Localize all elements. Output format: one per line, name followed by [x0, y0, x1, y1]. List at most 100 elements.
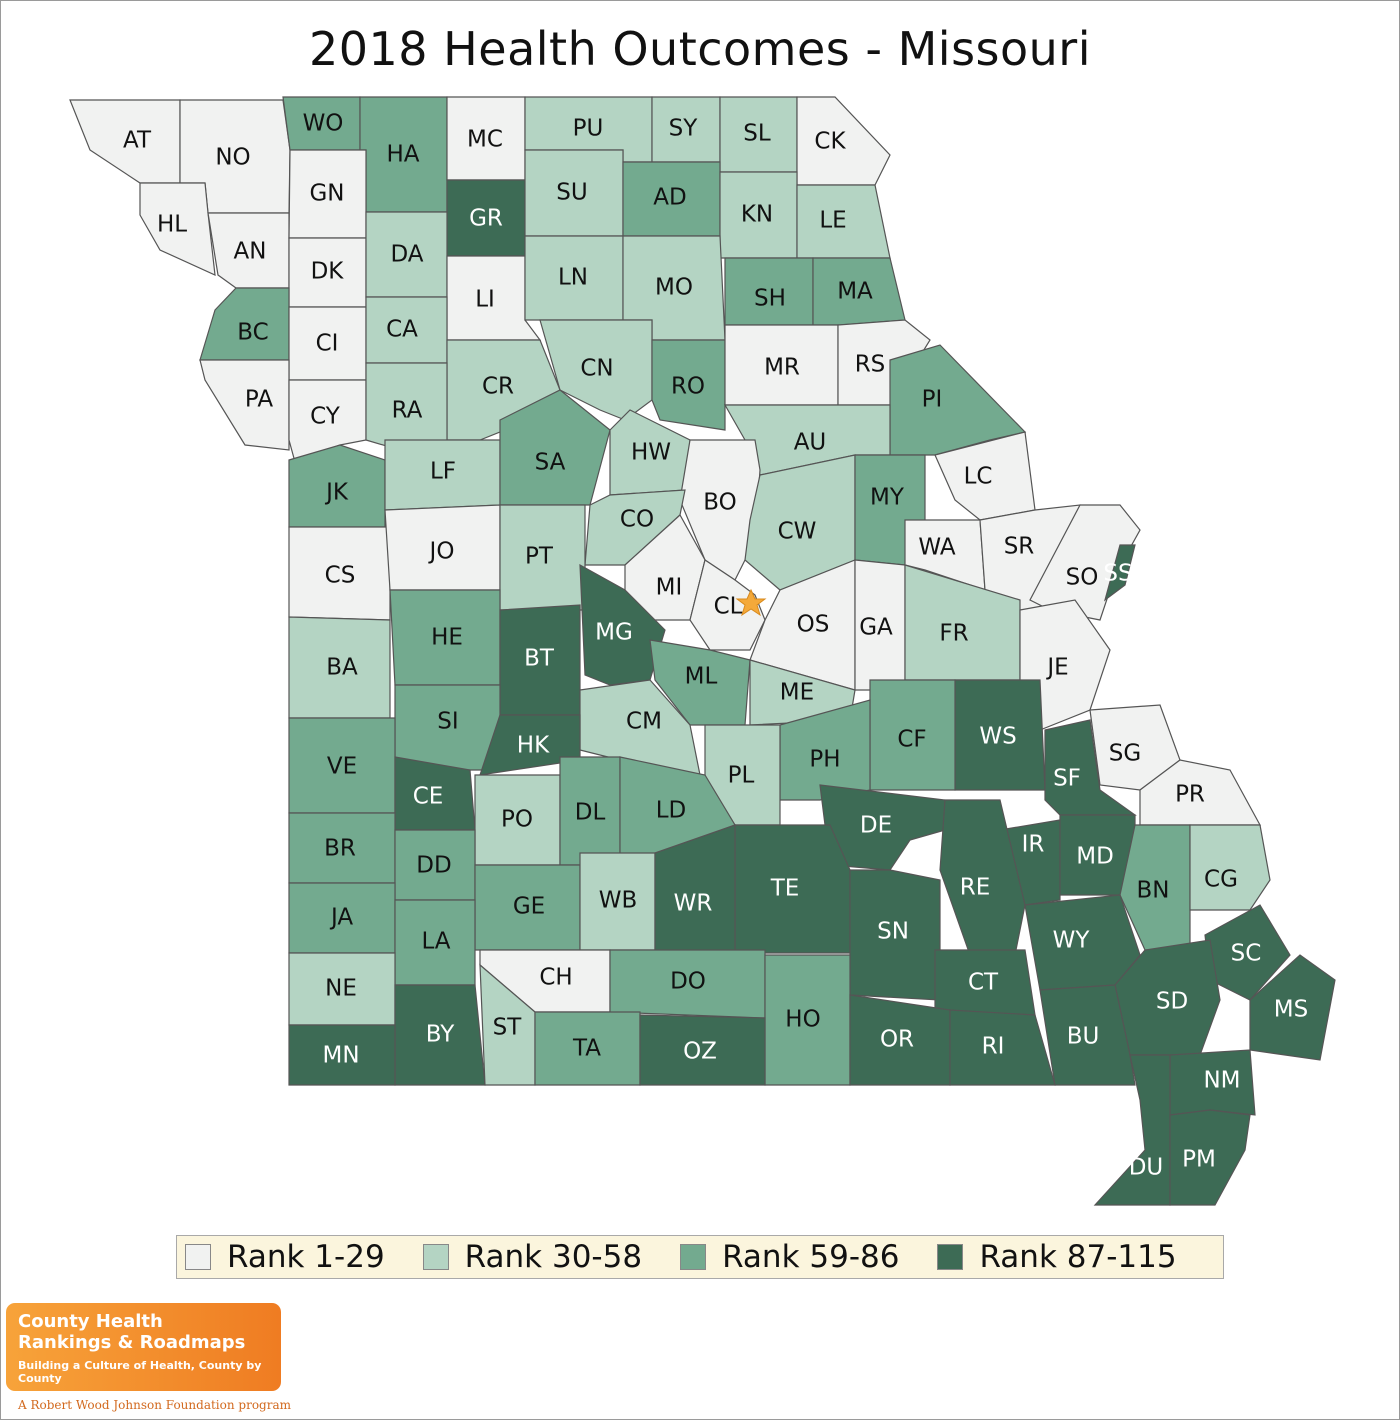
- county-label-wb: WB: [599, 888, 638, 914]
- county-mn[interactable]: [288, 1024, 396, 1086]
- county-label-cw: CW: [778, 519, 817, 545]
- county-label-wa: WA: [918, 535, 955, 561]
- county-label-cm: CM: [626, 709, 662, 735]
- county-label-no: NO: [215, 145, 250, 171]
- county-pa[interactable]: [199, 359, 290, 451]
- county-label-ad: AD: [653, 185, 686, 211]
- county-label-wy: WY: [1053, 928, 1091, 954]
- county-label-lf: LF: [430, 459, 456, 485]
- county-cl[interactable]: [689, 559, 766, 651]
- county-label-bt: BT: [524, 646, 555, 672]
- county-label-by: BY: [426, 1022, 456, 1048]
- county-label-mg: MG: [595, 620, 633, 646]
- county-label-ro: RO: [671, 374, 705, 400]
- county-label-ci: CI: [316, 331, 339, 357]
- county-sa[interactable]: [499, 389, 611, 506]
- county-label-ja: JA: [329, 905, 353, 931]
- county-ms[interactable]: [1249, 954, 1336, 1061]
- county-label-do: DO: [670, 969, 706, 995]
- county-label-mo: MO: [655, 275, 693, 301]
- county-label-po: PO: [501, 807, 533, 833]
- county-pm[interactable]: [1169, 1109, 1251, 1206]
- county-cg[interactable]: [1189, 824, 1271, 911]
- county-label-ms: MS: [1274, 997, 1308, 1023]
- county-label-ln: LN: [558, 265, 588, 291]
- county-label-ba: BA: [326, 655, 358, 681]
- county-label-re: RE: [960, 875, 991, 901]
- county-ck[interactable]: [796, 96, 891, 186]
- county-pr[interactable]: [1139, 759, 1262, 826]
- county-label-rs: RS: [855, 352, 886, 378]
- county-label-pm: PM: [1182, 1147, 1216, 1173]
- county-label-dk: DK: [311, 259, 345, 285]
- county-label-os: OS: [797, 612, 830, 638]
- county-label-si: SI: [437, 709, 458, 735]
- county-label-sg: SG: [1109, 741, 1141, 767]
- county-oz[interactable]: [639, 1014, 766, 1086]
- county-label-ma: MA: [837, 279, 873, 305]
- county-label-wr: WR: [674, 891, 713, 917]
- county-label-pl: PL: [728, 763, 755, 789]
- county-label-bn: BN: [1137, 878, 1170, 904]
- logo-tagline: Building a Culture of Health, County by …: [18, 1359, 262, 1385]
- county-ro[interactable]: [651, 339, 726, 431]
- county-label-st: ST: [493, 1015, 523, 1041]
- legend-label: Rank 87-115: [979, 1239, 1177, 1275]
- missouri-county-map: AT NO WO HA MC PU SY SL CK HL AN GN GR SU AD KN LE DK DA LI…: [69, 96, 1336, 1206]
- legend: Rank 1-29 Rank 30-58 Rank 59-86 Rank 87-…: [176, 1235, 1224, 1279]
- legend-item-rank-30-58: Rank 30-58: [422, 1239, 642, 1275]
- county-label-my: MY: [870, 485, 905, 511]
- county-label-jo: JO: [428, 539, 455, 565]
- county-label-md: MD: [1076, 844, 1114, 870]
- county-label-ch: CH: [539, 965, 572, 991]
- county-label-sd: SD: [1156, 989, 1188, 1015]
- county-label-ta: TA: [572, 1036, 601, 1062]
- county-label-ml: ML: [685, 664, 718, 690]
- county-label-mi: MI: [656, 575, 683, 601]
- county-label-ga: GA: [859, 615, 893, 641]
- county-label-he: HE: [431, 625, 463, 651]
- county-label-hk: HK: [517, 733, 550, 759]
- county-label-cg: CG: [1204, 867, 1238, 893]
- county-label-ca: CA: [386, 317, 418, 343]
- county-label-mn: MN: [322, 1043, 359, 1069]
- legend-swatch: [680, 1244, 707, 1270]
- capital-star-icon: [735, 588, 767, 617]
- county-label-sy: SY: [669, 116, 699, 142]
- logo-line-1: County Health: [18, 1311, 163, 1332]
- legend-swatch: [422, 1244, 449, 1270]
- county-label-te: TE: [770, 876, 800, 902]
- county-label-la: LA: [421, 929, 450, 955]
- county-label-ne: NE: [325, 976, 357, 1002]
- county-label-co: CO: [620, 507, 654, 533]
- county-label-cl: CL: [714, 594, 743, 620]
- county-label-cs: CS: [325, 563, 356, 589]
- county-label-sl: SL: [743, 121, 771, 147]
- county-label-mr: MR: [764, 355, 800, 381]
- map-title: 2018 Health Outcomes - Missouri: [308, 22, 1091, 76]
- county-label-sr: SR: [1004, 534, 1035, 560]
- legend-label: Rank 59-86: [722, 1239, 900, 1275]
- county-bu[interactable]: [1039, 984, 1136, 1086]
- county-label-pi: PI: [922, 387, 943, 413]
- county-label-pt: PT: [525, 544, 554, 570]
- county-label-da: DA: [390, 242, 423, 268]
- county-hl[interactable]: [139, 182, 216, 276]
- county-label-sn: SN: [877, 919, 909, 945]
- county-label-cn: CN: [580, 356, 613, 382]
- county-health-rankings-logo[interactable]: County Health Rankings & Roadmaps Buildi…: [6, 1303, 281, 1391]
- county-label-ho: HO: [785, 1007, 820, 1033]
- county-label-pa: PA: [245, 387, 273, 413]
- county-ss[interactable]: [1103, 544, 1136, 602]
- county-label-sc: SC: [1231, 941, 1262, 967]
- legend-item-rank-87-115: Rank 87-115: [937, 1239, 1177, 1275]
- county-label-dl: DL: [575, 800, 606, 826]
- county-label-de: DE: [860, 813, 892, 839]
- county-label-hw: HW: [631, 440, 671, 466]
- county-label-fr: FR: [939, 621, 968, 647]
- legend-item-rank-59-86: Rank 59-86: [680, 1239, 899, 1275]
- county-label-bu: BU: [1067, 1024, 1100, 1050]
- county-du[interactable]: [1093, 1054, 1171, 1206]
- county-label-jk: JK: [324, 480, 349, 506]
- county-label-ph: PH: [809, 747, 840, 773]
